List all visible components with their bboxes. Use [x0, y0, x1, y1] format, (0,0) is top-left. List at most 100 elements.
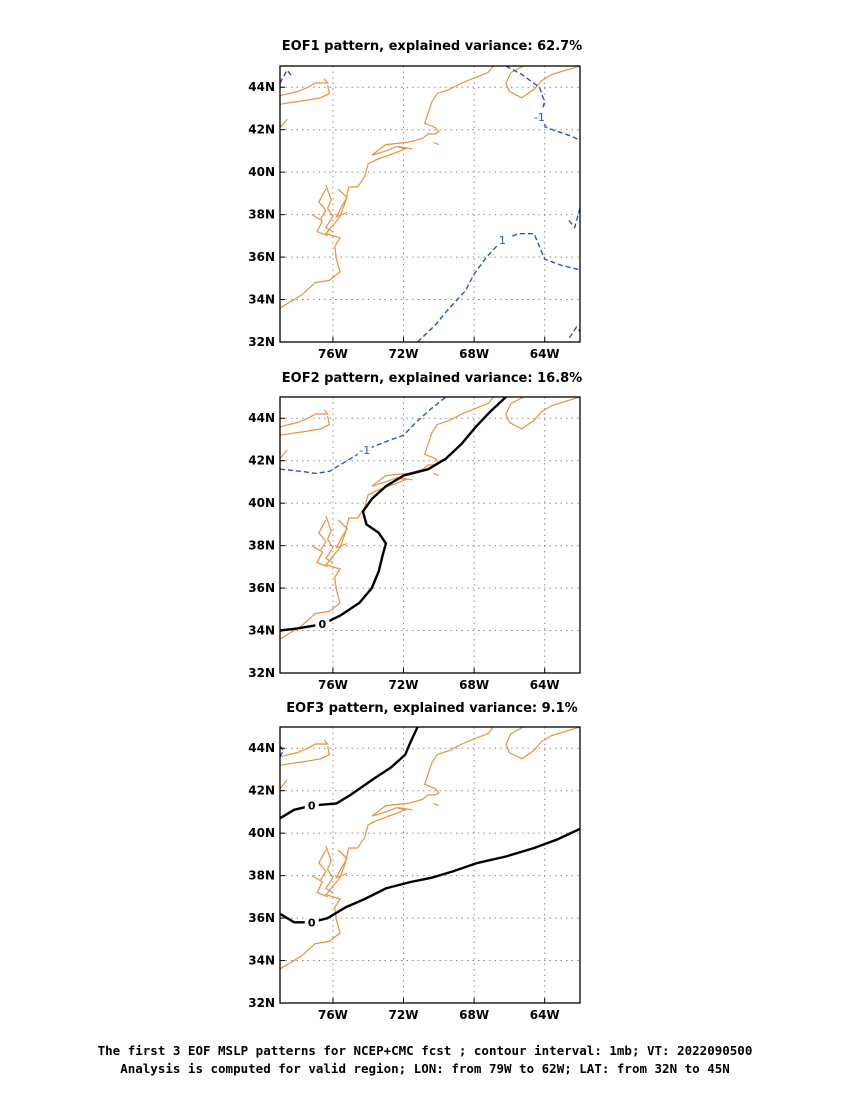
contour-label-bg: [357, 443, 372, 457]
coastline: [509, 66, 580, 99]
coastline: [325, 515, 334, 564]
x-tick-label: 76W: [318, 347, 348, 361]
coastline: [505, 397, 524, 423]
x-tick-label: 72W: [389, 1008, 419, 1022]
coastline: [433, 141, 440, 146]
y-tick-label: 44N: [248, 741, 275, 755]
eof1-panel: EOF1 pattern, explained variance: 62.7% …: [248, 39, 582, 361]
eof1-title: EOF1 pattern, explained variance: 62.7%: [282, 39, 582, 54]
coastline: [398, 807, 413, 811]
coastline: [280, 118, 288, 128]
contour-label: 0: [308, 800, 316, 813]
coastline: [280, 449, 288, 459]
coastline: [280, 739, 329, 758]
y-tick-label: 36N: [248, 250, 275, 264]
y-tick-label: 34N: [248, 954, 275, 968]
contour-line-negative: [280, 745, 285, 758]
x-tick-label: 72W: [389, 678, 419, 692]
y-tick-label: 36N: [248, 911, 275, 925]
y-tick-label: 38N: [248, 539, 275, 553]
eof2-title: EOF2 pattern, explained variance: 16.8%: [282, 371, 582, 386]
y-tick-label: 42N: [248, 454, 275, 468]
contour-label-bg: [532, 109, 547, 123]
contour-line-negative: [280, 68, 293, 84]
coastline: [280, 78, 329, 97]
y-tick-label: 32N: [248, 335, 275, 349]
y-tick-label: 36N: [248, 581, 275, 595]
map-frame: [279, 65, 581, 343]
coastline: [505, 727, 524, 753]
coastline: [325, 845, 334, 894]
eof2-panel: EOF2 pattern, explained variance: 16.8% …: [248, 371, 582, 692]
coastline: [335, 849, 348, 879]
coastline: [509, 727, 580, 760]
contour-line-negative: [505, 66, 580, 141]
y-tick-label: 40N: [248, 165, 275, 179]
contour-label-bg: [315, 617, 330, 631]
contour-line-negative: [280, 397, 447, 475]
contour-label-bg: [304, 915, 319, 929]
coastline: [311, 875, 328, 898]
coastline: [280, 745, 331, 766]
coastline: [318, 519, 327, 551]
coastline: [311, 214, 328, 237]
y-tick-label: 42N: [248, 123, 275, 137]
y-tick-label: 44N: [248, 80, 275, 94]
y-tick-label: 44N: [248, 411, 275, 425]
coastline: [280, 779, 288, 789]
map-area: -1 0: [280, 397, 580, 673]
coastline: [280, 84, 331, 105]
contour-label-bg: [304, 798, 319, 812]
eof3-panel: EOF3 pattern, explained variance: 9.1% 0…: [248, 701, 581, 1022]
contour-label: 0: [319, 618, 327, 631]
contour-line-negative: [417, 233, 580, 342]
x-tick-label: 64W: [530, 347, 560, 361]
x-tick-label: 68W: [459, 1008, 489, 1022]
coastline: [280, 66, 494, 309]
x-tick-label: 76W: [318, 678, 348, 692]
map-frame: [279, 396, 581, 674]
coastline: [335, 519, 348, 549]
coastline: [280, 415, 331, 436]
x-tick-label: 64W: [530, 678, 560, 692]
y-tick-label: 32N: [248, 996, 275, 1010]
map-area: 00: [280, 727, 580, 1003]
coastline: [335, 188, 348, 218]
coastline: [318, 849, 327, 881]
y-tick-label: 40N: [248, 496, 275, 510]
y-tick-label: 40N: [248, 826, 275, 840]
contour-line-zero: [280, 727, 419, 820]
coastline: [509, 397, 580, 430]
map-area: -1 1: [280, 66, 580, 342]
coastline: [318, 188, 327, 220]
coastline: [505, 66, 524, 92]
coastline: [280, 397, 494, 640]
x-tick-label: 68W: [459, 347, 489, 361]
coastline: [280, 727, 494, 970]
coastline: [398, 146, 413, 150]
x-tick-label: 64W: [530, 1008, 560, 1022]
y-tick-label: 42N: [248, 784, 275, 798]
map-frame: [279, 726, 581, 1004]
y-tick-label: 38N: [248, 208, 275, 222]
coastline: [433, 472, 440, 477]
y-tick-label: 32N: [248, 666, 275, 680]
coastline: [325, 184, 334, 233]
eof3-title: EOF3 pattern, explained variance: 9.1%: [286, 701, 577, 716]
contour-line-zero: [280, 397, 507, 632]
coastline: [433, 802, 440, 807]
y-tick-label: 34N: [248, 293, 275, 307]
contour-label: -1: [359, 444, 370, 457]
caption-line-2: Analysis is computed for valid region; L…: [120, 1061, 730, 1076]
x-tick-label: 76W: [318, 1008, 348, 1022]
coastline: [311, 545, 328, 568]
contour-line-negative: [567, 208, 580, 229]
x-tick-label: 68W: [459, 678, 489, 692]
contour-label: 0: [308, 916, 316, 929]
y-tick-label: 38N: [248, 869, 275, 883]
caption-line-1: The first 3 EOF MSLP patterns for NCEP+C…: [97, 1043, 753, 1058]
y-tick-label: 34N: [248, 624, 275, 638]
x-tick-label: 72W: [389, 347, 419, 361]
contour-label: -1: [534, 111, 545, 124]
